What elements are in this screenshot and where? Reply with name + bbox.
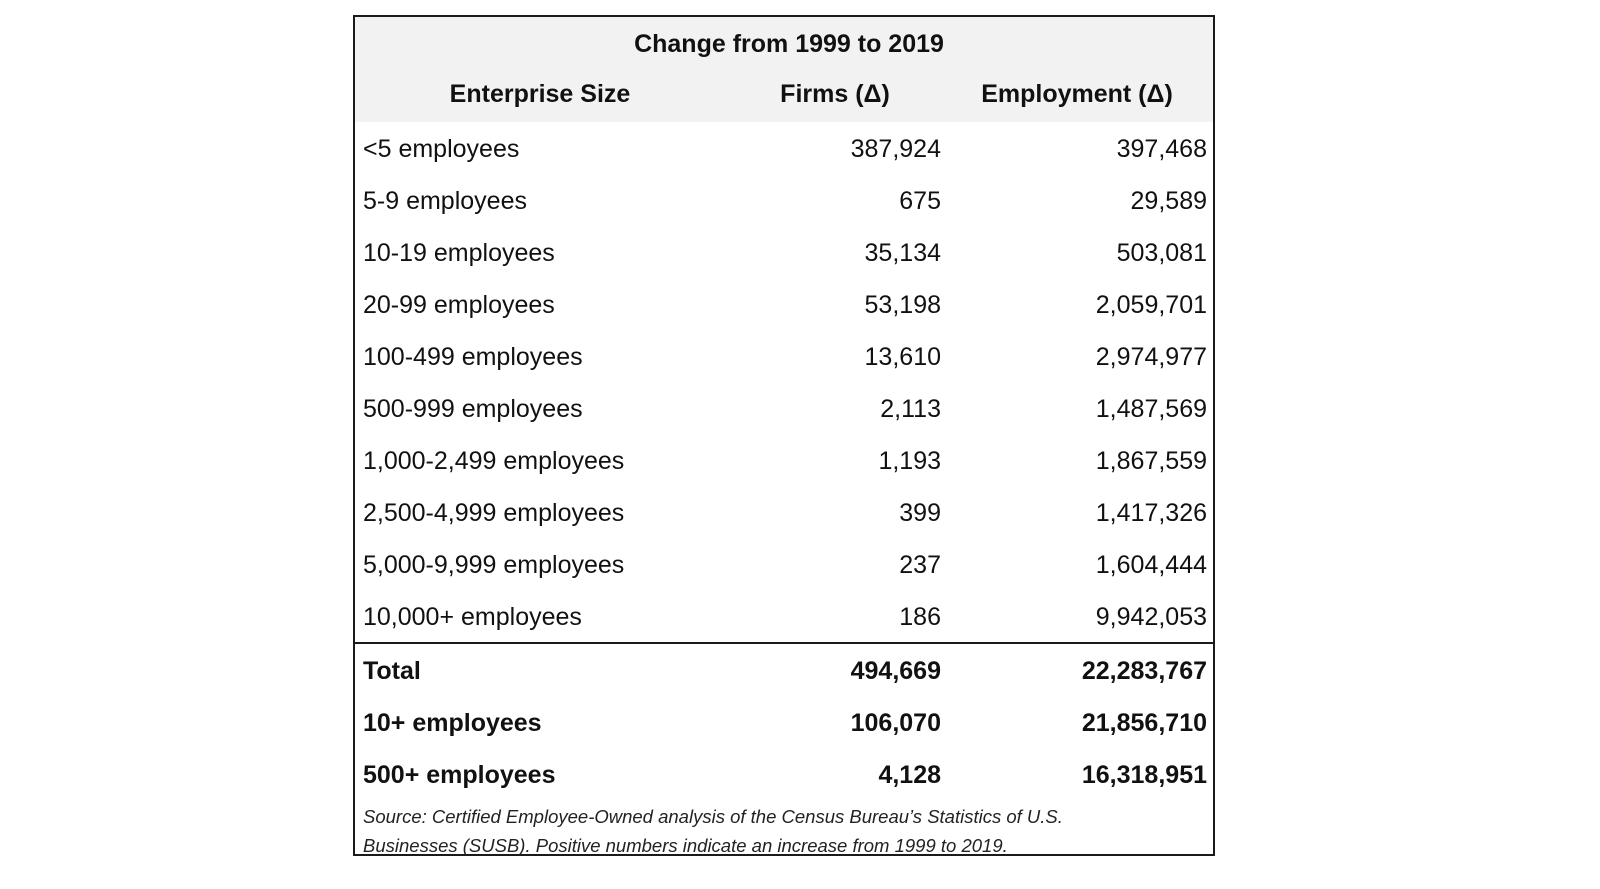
column-header-firms: Firms (Δ): [780, 80, 890, 108]
source-note-line-1: Source: Certified Employee-Owned analysi…: [363, 806, 1063, 827]
table-row: 10,000+ employees 186 9,942,053: [355, 590, 1213, 642]
cell-firms: 53,198: [864, 291, 941, 319]
column-header-employment: Employment (Δ): [981, 80, 1173, 108]
cell-employment: 2,059,701: [1095, 291, 1207, 319]
cell-employment: 397,468: [1116, 135, 1207, 163]
data-table: Change from 1999 to 2019 Enterprise Size…: [353, 15, 1215, 856]
cell-enterprise-size: 20-99 employees: [363, 291, 555, 319]
cell-enterprise-size: 10-19 employees: [363, 239, 555, 267]
summary-row: Total 494,669 22,283,767: [355, 644, 1213, 696]
source-note: Source: Certified Employee-Owned analysi…: [355, 800, 1213, 862]
source-note-line-2: Businesses (SUSB). Positive numbers indi…: [363, 835, 1008, 856]
cell-employment: 1,417,326: [1095, 499, 1207, 527]
table-row: 10-19 employees 35,134 503,081: [355, 226, 1213, 278]
cell-firms: 186: [899, 603, 941, 631]
cell-employment: 16,318,951: [1081, 761, 1207, 789]
cell-firms: 494,669: [850, 657, 941, 685]
cell-firms: 4,128: [878, 761, 941, 789]
table-row: 1,000-2,499 employees 1,193 1,867,559: [355, 434, 1213, 486]
cell-enterprise-size: 5,000-9,999 employees: [363, 551, 625, 579]
cell-firms: 387,924: [850, 135, 941, 163]
cell-firms: 106,070: [850, 709, 941, 737]
cell-enterprise-size: 2,500-4,999 employees: [363, 499, 625, 527]
table-row: 20-99 employees 53,198 2,059,701: [355, 278, 1213, 330]
cell-firms: 675: [899, 187, 941, 215]
cell-enterprise-size: 10,000+ employees: [363, 603, 582, 631]
cell-firms: 237: [899, 551, 941, 579]
summary-row: 500+ employees 4,128 16,318,951: [355, 748, 1213, 800]
cell-enterprise-size: 10+ employees: [363, 709, 542, 737]
cell-firms: 13,610: [864, 343, 941, 371]
cell-employment: 2,974,977: [1095, 343, 1207, 371]
cell-enterprise-size: <5 employees: [363, 135, 520, 163]
cell-employment: 9,942,053: [1095, 603, 1207, 631]
cell-enterprise-size: 5-9 employees: [363, 187, 527, 215]
table-row: 2,500-4,999 employees 399 1,417,326: [355, 486, 1213, 538]
cell-employment: 1,604,444: [1095, 551, 1207, 579]
cell-firms: 35,134: [864, 239, 941, 267]
table-row: 5-9 employees 675 29,589: [355, 174, 1213, 226]
cell-employment: 503,081: [1116, 239, 1207, 267]
cell-firms: 1,193: [878, 447, 941, 475]
table-header: Change from 1999 to 2019 Enterprise Size…: [355, 17, 1213, 122]
cell-enterprise-size: 500+ employees: [363, 761, 556, 789]
cell-employment: 21,856,710: [1081, 709, 1207, 737]
cell-firms: 2,113: [880, 395, 941, 423]
cell-employment: 1,487,569: [1095, 395, 1207, 423]
cell-employment: 22,283,767: [1081, 657, 1207, 685]
table-body: <5 employees 387,924 397,468 5-9 employees 6…: [355, 122, 1213, 642]
cell-employment: 1,867,559: [1095, 447, 1207, 475]
summary-section: Total 494,669 22,283,767 10+ employees 106,0…: [355, 642, 1213, 800]
cell-firms: 399: [899, 499, 941, 527]
cell-employment: 29,589: [1130, 187, 1207, 215]
table-row: 5,000-9,999 employees 237 1,604,444: [355, 538, 1213, 590]
cell-enterprise-size: 500-999 employees: [363, 395, 583, 423]
table-row: <5 employees 387,924 397,468: [355, 122, 1213, 174]
column-header-enterprise-size: Enterprise Size: [449, 80, 631, 108]
column-headers: Enterprise Size Firms (Δ) Employment (Δ): [355, 69, 1213, 122]
table-title: Change from 1999 to 2019: [634, 30, 944, 58]
table-row: 100-499 employees 13,610 2,974,977: [355, 330, 1213, 382]
cell-enterprise-size: 1,000-2,499 employees: [363, 447, 625, 475]
table-row: 500-999 employees 2,113 1,487,569: [355, 382, 1213, 434]
summary-row: 10+ employees 106,070 21,856,710: [355, 696, 1213, 748]
cell-enterprise-size: Total: [363, 657, 421, 685]
cell-enterprise-size: 100-499 employees: [363, 343, 583, 371]
